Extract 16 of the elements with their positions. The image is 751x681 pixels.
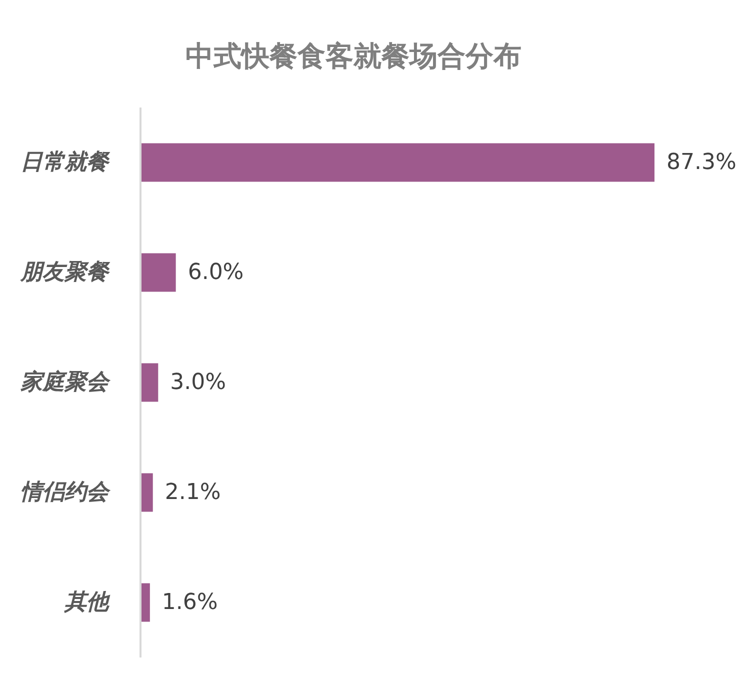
bar <box>140 473 153 512</box>
data-label: 1.6% <box>162 590 218 615</box>
y-tick-label: 朋友聚餐 <box>20 260 110 285</box>
bar <box>140 363 158 402</box>
bar <box>140 253 176 292</box>
data-label: 2.1% <box>164 480 221 505</box>
y-tick-label: 日常就餐 <box>20 150 110 175</box>
data-label: 6.0% <box>188 260 244 285</box>
data-label: 3.0% <box>170 370 226 395</box>
bar <box>140 143 654 182</box>
y-tick-label: 其他 <box>64 590 110 615</box>
data-label: 87.3% <box>666 150 736 175</box>
chart-title: 中式快餐食客就餐场合分布 <box>186 40 522 72</box>
y-tick-label: 家庭聚会 <box>20 369 112 395</box>
y-tick-label: 情侣约会 <box>20 480 112 505</box>
bar <box>140 583 150 622</box>
